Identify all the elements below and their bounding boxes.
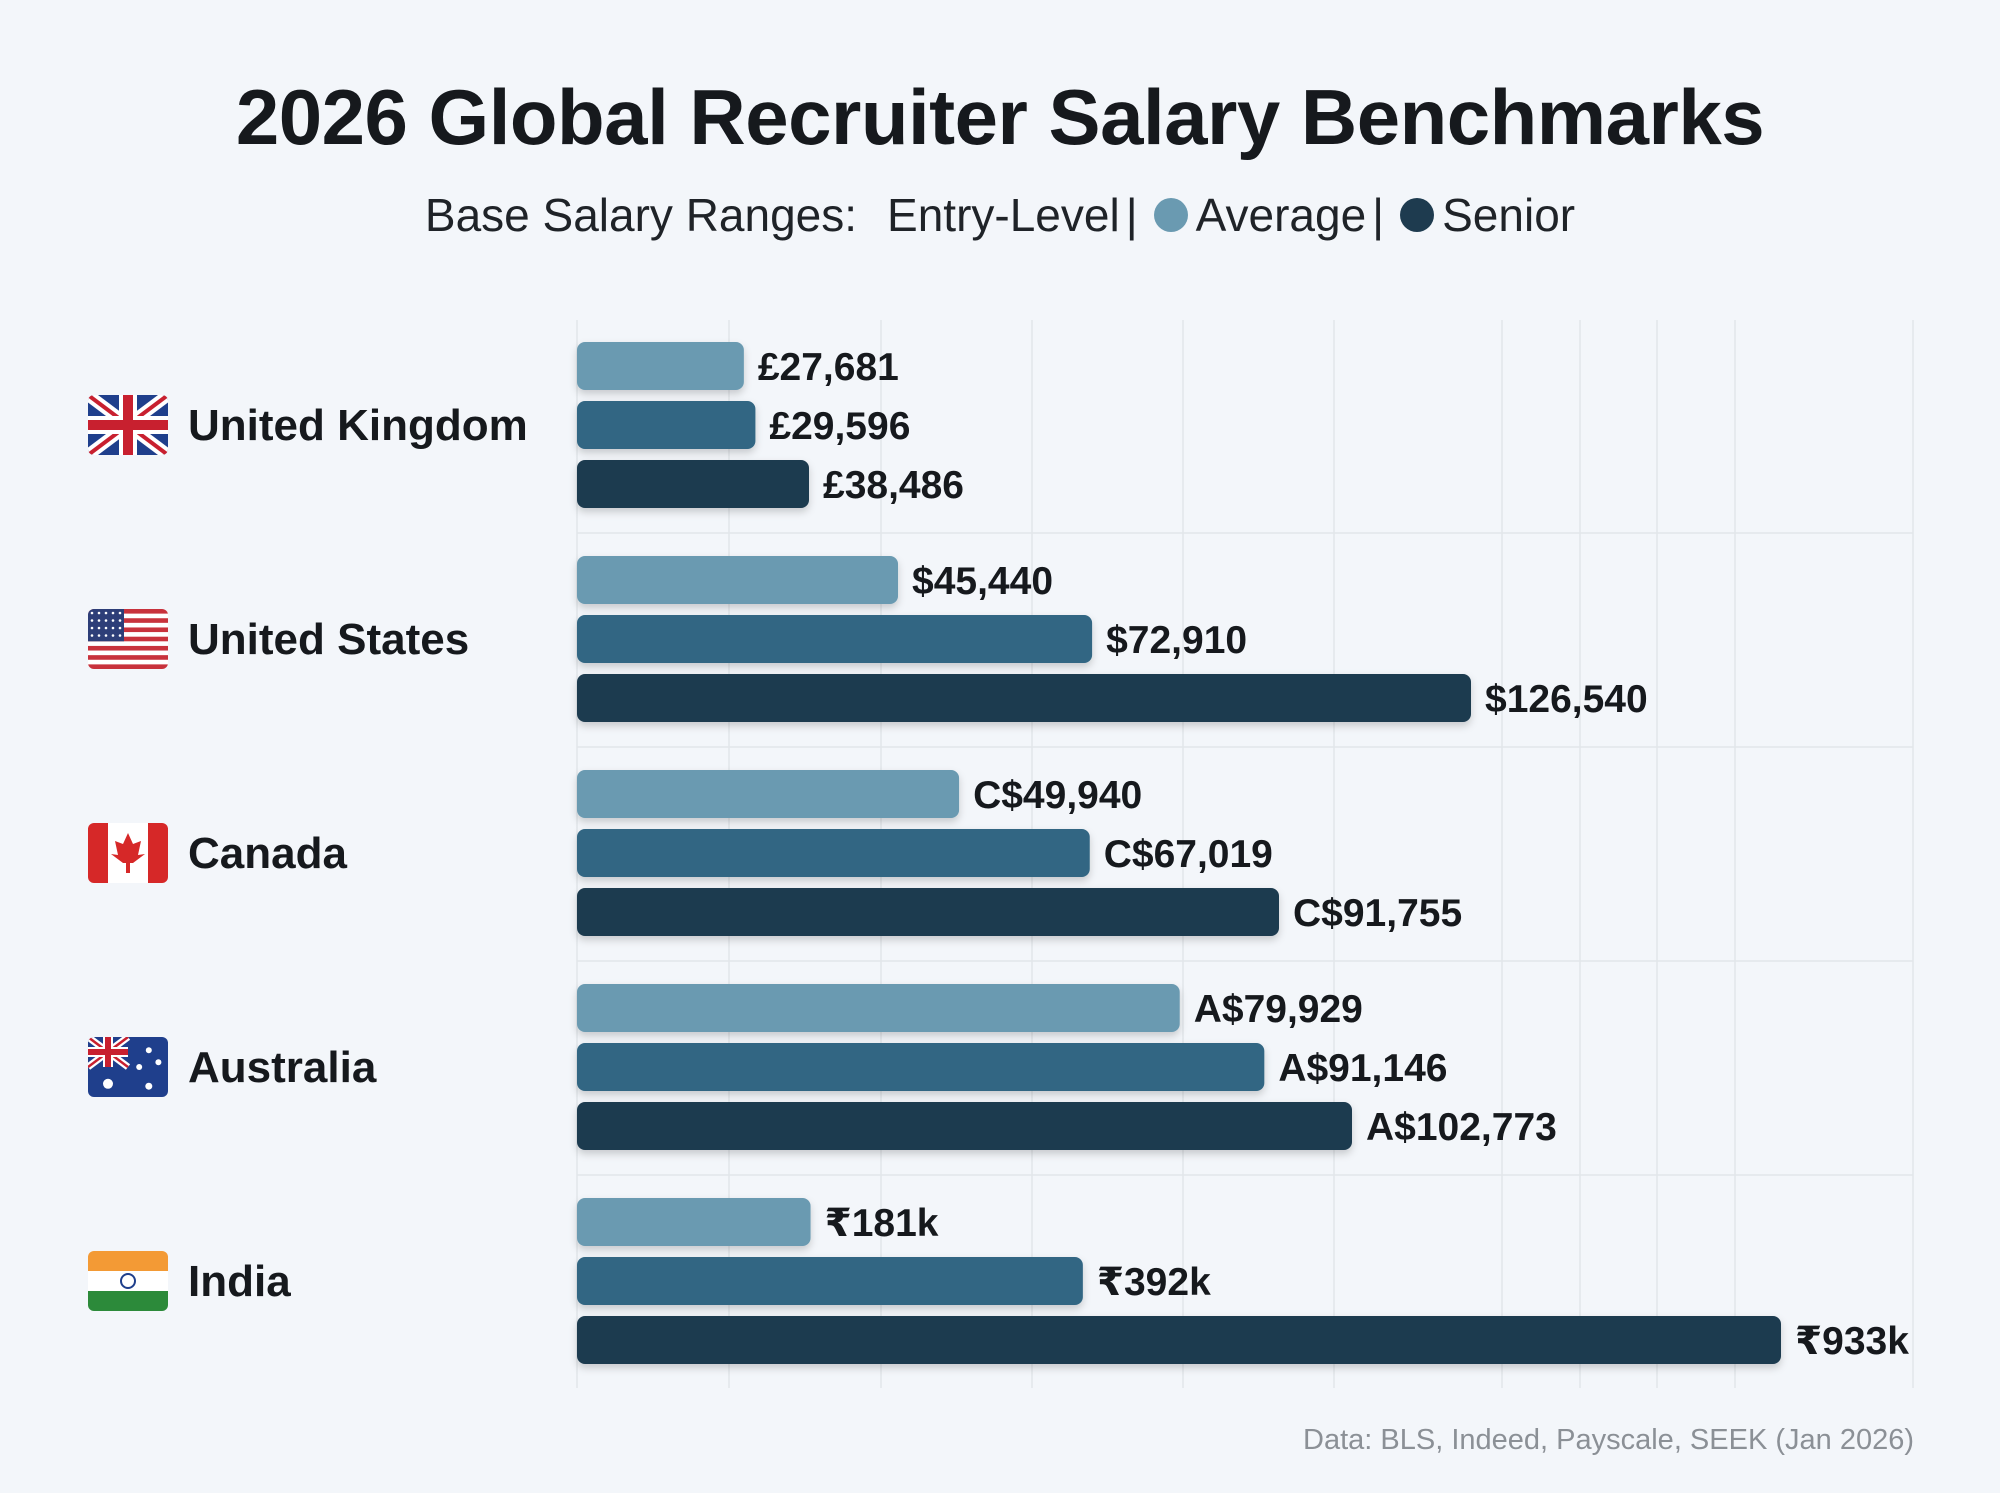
bar-value-label: C$49,940 (973, 774, 1142, 817)
bar-entry-level-india (577, 1198, 811, 1246)
category-label-australia: Australia (188, 1043, 377, 1092)
canada-flag-icon (88, 823, 168, 883)
bar-value-label: A$79,929 (1194, 988, 1363, 1031)
bar-value-label: A$91,146 (1278, 1047, 1447, 1090)
bar-value-label: $45,440 (912, 560, 1053, 603)
category-label-india: India (188, 1257, 291, 1306)
bar-average-canada (577, 829, 1090, 877)
legend-average-label: Average (1195, 189, 1367, 241)
bar-senior-australia (577, 1102, 1352, 1150)
us-flag-icon (88, 609, 168, 669)
bar-entry-level-canada (577, 770, 960, 818)
bar-value-label: C$91,755 (1293, 892, 1462, 935)
value-labels: £27,681 £29,596 £38,486 $45,440 $72,910 $126,… (758, 346, 1909, 1363)
legend-prefix: Base Salary Ranges: (424, 189, 858, 241)
source-note: Data: BLS, Indeed, Payscale, SEEK (Jan 2… (1303, 1424, 1914, 1456)
legend-separator: | (1372, 189, 1385, 241)
bar-value-label: ₹933k (1795, 1320, 1909, 1363)
category-label-united-states: United States (188, 615, 469, 664)
bar-value-label: C$67,019 (1104, 833, 1273, 876)
bar-average-united-kingdom (577, 401, 756, 449)
uk-flag-icon (88, 395, 168, 455)
bar-senior-india (577, 1316, 1781, 1364)
category-label-canada: Canada (188, 829, 347, 878)
bar-value-label: £29,596 (769, 405, 910, 448)
bar-value-label: £27,681 (758, 346, 899, 389)
chart-subtitle-legend: Base Salary Ranges: Entry-Level | Averag… (0, 188, 2000, 242)
bar-value-label: ₹392k (1097, 1261, 1211, 1304)
bars (577, 342, 1781, 1364)
bar-value-label: £38,486 (823, 464, 964, 507)
legend-senior-label: Senior (1442, 189, 1576, 241)
bar-average-united-states (577, 615, 1093, 663)
category-labels: United Kingdom United States Canada Austral… (88, 395, 528, 1311)
bar-value-label: A$102,773 (1366, 1106, 1557, 1149)
india-flag-icon (88, 1251, 168, 1311)
australia-flag-icon (88, 1037, 168, 1097)
bar-entry-level-australia (577, 984, 1180, 1032)
chart-title: 2026 Global Recruiter Salary Benchmarks (235, 73, 1765, 161)
category-label-united-kingdom: United Kingdom (188, 401, 528, 450)
bar-entry-level-united-states (577, 556, 899, 604)
legend-separator: | (1125, 189, 1138, 241)
bar-average-australia (577, 1043, 1265, 1091)
bar-value-label: $72,910 (1106, 619, 1247, 662)
bar-average-india (577, 1257, 1083, 1305)
bar-senior-canada (577, 888, 1279, 936)
bar-value-label: ₹181k (825, 1202, 939, 1245)
legend-entry-label: Entry-Level (887, 189, 1120, 241)
bar-senior-united-kingdom (577, 460, 809, 508)
legend-senior-swatch (1400, 198, 1435, 232)
bar-value-label: $126,540 (1485, 678, 1648, 721)
legend-average-swatch (1153, 198, 1188, 232)
bar-senior-united-states (577, 674, 1471, 722)
bar-entry-level-united-kingdom (577, 342, 744, 390)
